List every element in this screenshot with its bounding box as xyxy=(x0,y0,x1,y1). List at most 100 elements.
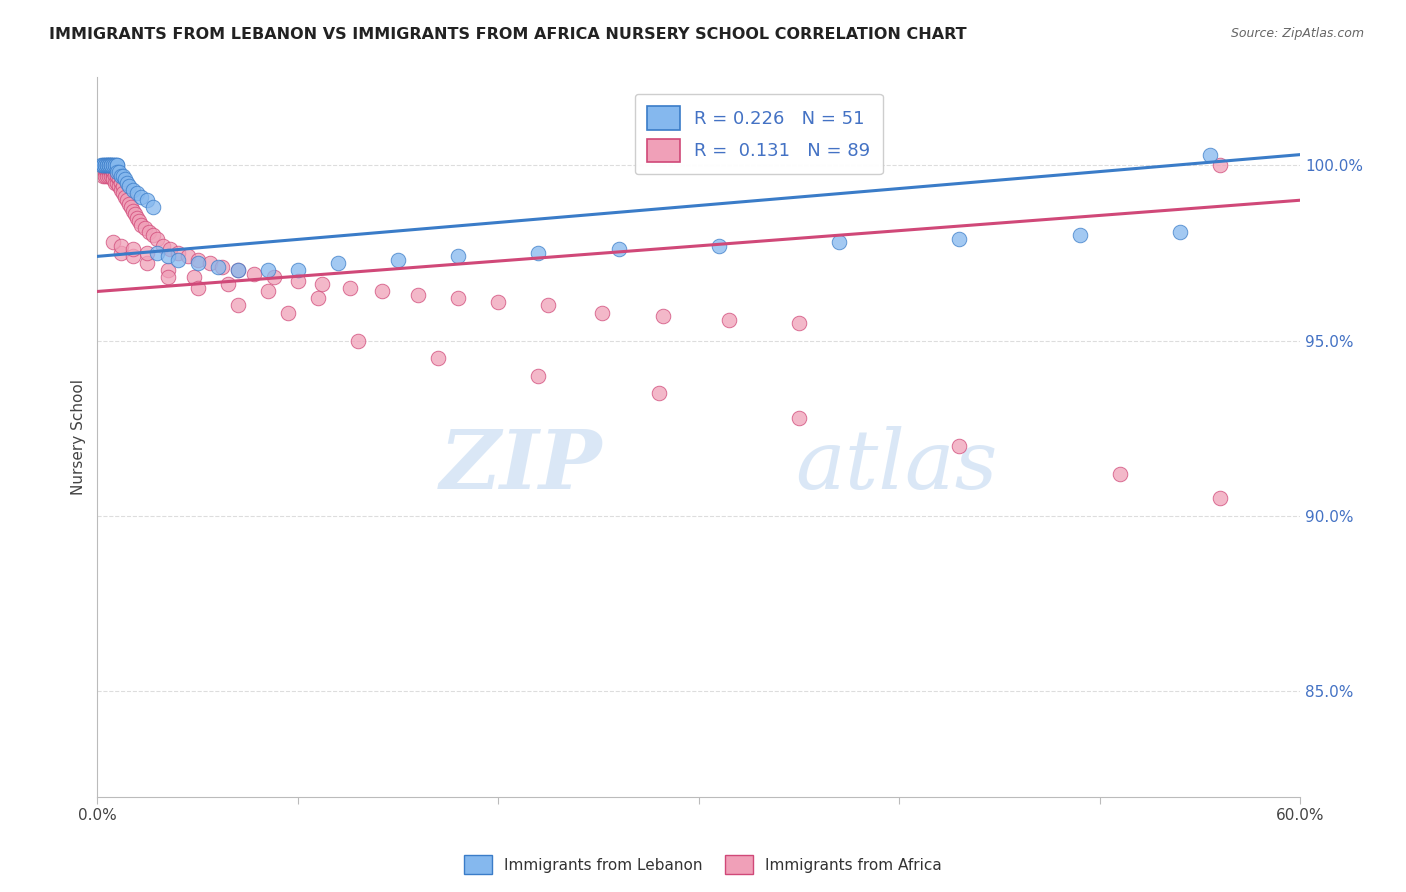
Point xyxy=(112,186,135,201)
Point xyxy=(592,305,614,319)
Point xyxy=(447,292,470,306)
Point xyxy=(326,256,349,270)
Point xyxy=(406,288,429,302)
Point xyxy=(100,158,122,172)
Point xyxy=(427,351,450,365)
Text: ZIP: ZIP xyxy=(440,425,603,506)
Point xyxy=(114,190,136,204)
Point xyxy=(96,169,118,183)
Point xyxy=(256,263,278,277)
Point xyxy=(96,158,118,172)
Point xyxy=(98,161,121,176)
Point xyxy=(136,256,159,270)
Point xyxy=(187,281,209,295)
Point xyxy=(110,245,132,260)
Point xyxy=(156,270,179,285)
Point xyxy=(146,245,169,260)
Point xyxy=(1209,491,1232,506)
Point xyxy=(96,165,118,179)
Point xyxy=(176,249,198,263)
Point xyxy=(105,165,128,179)
Point xyxy=(131,218,153,232)
Point xyxy=(263,270,285,285)
Point xyxy=(100,161,122,176)
Point xyxy=(387,252,409,267)
Point xyxy=(187,252,209,267)
Point xyxy=(127,186,149,201)
Point xyxy=(94,158,117,172)
Point xyxy=(122,203,145,218)
Point xyxy=(226,263,249,277)
Point xyxy=(527,245,550,260)
Point xyxy=(100,165,122,179)
Point xyxy=(256,285,278,299)
Point xyxy=(90,158,112,172)
Point xyxy=(787,316,810,330)
Point xyxy=(103,158,125,172)
Point xyxy=(104,158,127,172)
Point xyxy=(98,158,121,172)
Point xyxy=(96,161,118,176)
Point xyxy=(142,200,165,214)
Point xyxy=(307,292,329,306)
Text: IMMIGRANTS FROM LEBANON VS IMMIGRANTS FROM AFRICA NURSERY SCHOOL CORRELATION CHA: IMMIGRANTS FROM LEBANON VS IMMIGRANTS FR… xyxy=(49,27,967,42)
Point xyxy=(112,179,135,194)
Point xyxy=(371,285,394,299)
Point xyxy=(105,169,128,183)
Point xyxy=(110,183,132,197)
Point xyxy=(1168,225,1191,239)
Point xyxy=(211,260,233,274)
Point xyxy=(707,239,730,253)
Point xyxy=(96,158,118,172)
Point xyxy=(717,312,740,326)
Point xyxy=(152,239,174,253)
Point xyxy=(122,243,145,257)
Point xyxy=(138,225,160,239)
Point xyxy=(96,158,118,172)
Point xyxy=(117,193,139,207)
Point xyxy=(287,274,309,288)
Legend: Immigrants from Lebanon, Immigrants from Africa: Immigrants from Lebanon, Immigrants from… xyxy=(458,849,948,880)
Point xyxy=(486,295,509,310)
Point xyxy=(118,196,141,211)
Text: atlas: atlas xyxy=(794,425,997,506)
Point xyxy=(136,245,159,260)
Point xyxy=(98,169,121,183)
Point xyxy=(124,207,146,221)
Point xyxy=(134,221,156,235)
Point xyxy=(93,158,115,172)
Point xyxy=(651,309,673,323)
Point xyxy=(103,158,125,172)
Point xyxy=(94,165,117,179)
Point xyxy=(100,158,122,172)
Point xyxy=(104,176,127,190)
Point xyxy=(131,190,153,204)
Point xyxy=(1108,467,1130,481)
Point xyxy=(90,165,112,179)
Point xyxy=(118,179,141,194)
Point xyxy=(117,176,139,190)
Point xyxy=(122,183,145,197)
Point xyxy=(103,235,125,250)
Point xyxy=(93,169,115,183)
Point xyxy=(948,439,970,453)
Point xyxy=(198,256,221,270)
Point xyxy=(104,158,127,172)
Point xyxy=(156,263,179,277)
Point xyxy=(1069,228,1091,243)
Point xyxy=(447,249,470,263)
Point xyxy=(98,158,121,172)
Point xyxy=(207,260,229,274)
Point xyxy=(110,176,132,190)
Point xyxy=(108,172,131,186)
Point xyxy=(146,232,169,246)
Legend: R = 0.226   N = 51, R =  0.131   N = 89: R = 0.226 N = 51, R = 0.131 N = 89 xyxy=(634,94,883,174)
Point xyxy=(948,232,970,246)
Point xyxy=(647,386,669,401)
Point xyxy=(242,267,264,281)
Point xyxy=(339,281,361,295)
Point xyxy=(537,298,560,312)
Point xyxy=(226,263,249,277)
Point xyxy=(112,169,135,183)
Point xyxy=(183,270,205,285)
